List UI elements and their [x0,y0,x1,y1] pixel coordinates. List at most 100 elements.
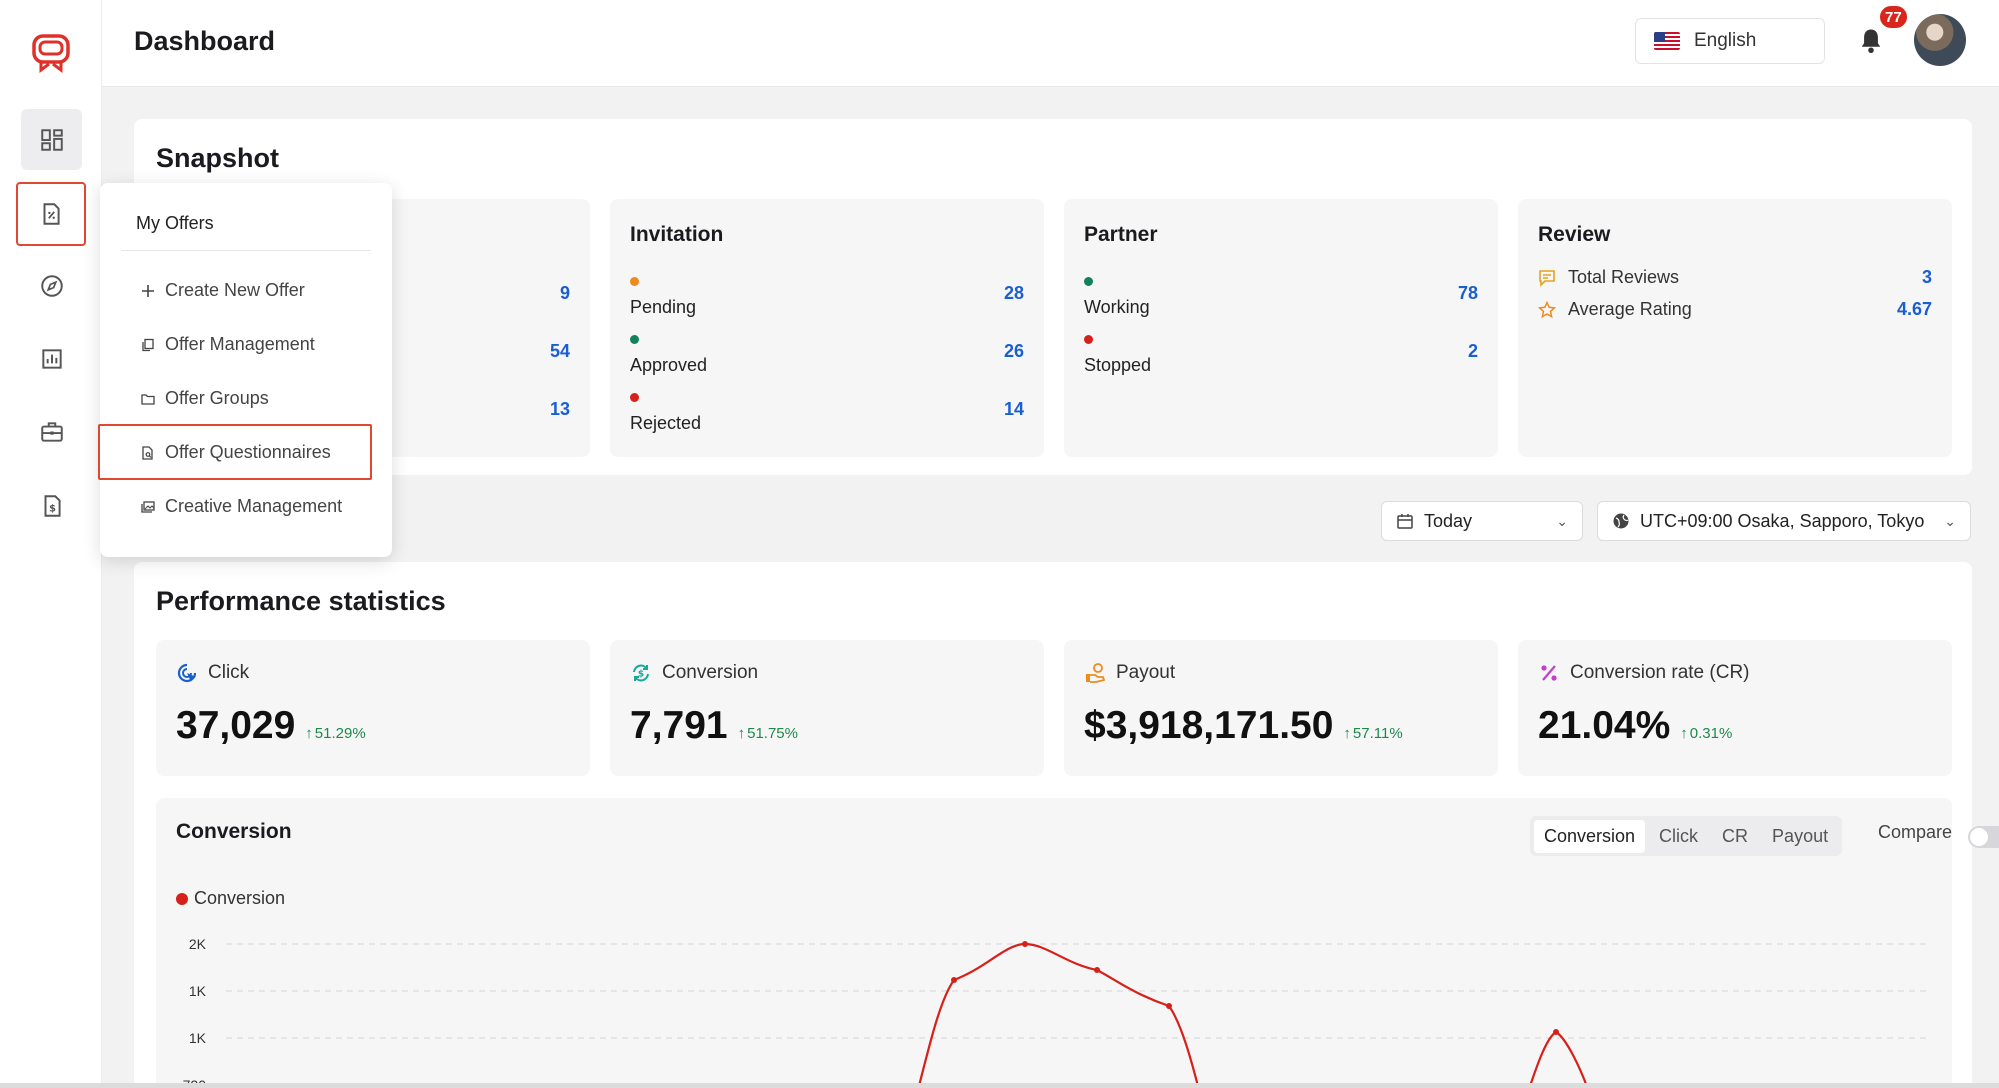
tab-conversion[interactable]: Conversion [1534,819,1646,853]
us-flag-icon [1654,32,1680,50]
menu-item-creative-management[interactable]: Creative Management [140,496,342,517]
menu-item-label: Offer Questionnaires [165,442,331,462]
chevron-down-icon: ⌄ [1944,512,1956,529]
notification-count-badge: 77 [1878,4,1909,30]
refresh-dollar-icon: $ [633,664,649,682]
average-rating-row: Average Rating [1538,299,1692,320]
hand-coin-icon [1086,663,1106,683]
nav-billing-button[interactable]: $ [21,475,82,536]
pending-dot-icon [630,277,639,286]
tab-click[interactable]: Click [1659,825,1699,846]
offers-dropdown-menu: My Offers Create New Offer Offer Managem… [98,183,392,557]
app-logo-icon[interactable] [29,30,73,74]
menu-header: My Offers [136,213,214,233]
language-selector[interactable]: English [1635,18,1825,64]
arrow-up-icon: ↑ [1343,725,1351,742]
stat-value: 37,029 [176,704,296,747]
stat-change: ↑ 51.75% [738,725,798,742]
invitation-rejected-value[interactable]: 14 [1003,399,1024,419]
invitation-pending-value[interactable]: 28 [1003,283,1024,303]
tab-payout[interactable]: Payout [1772,825,1829,846]
partner-title: Partner [1084,223,1158,246]
nav-explore-button[interactable] [21,255,82,316]
offer-count-value: 54 [549,341,570,361]
review-card: Review Total Reviews 3 Average Rating 4.… [1518,199,1952,457]
sidebar: $ [0,0,102,1088]
compass-icon [40,274,63,297]
data-point [1022,941,1028,947]
partner-working-value[interactable]: 78 [1457,283,1478,303]
invoice-dollar-icon: $ [44,494,61,517]
menu-item-offer-management[interactable]: Offer Management [140,334,315,355]
timezone-value: UTC+09:00 Osaka, Sapporo, Tokyo [1640,510,1925,531]
stat-value: 21.04% [1538,704,1671,747]
tab-cr[interactable]: CR [1722,825,1749,846]
total-reviews-row: Total Reviews [1538,267,1679,288]
partner-stopped-value[interactable]: 2 [1467,341,1478,361]
cursor-click-icon [177,663,197,683]
percent-icon [1541,665,1557,681]
total-reviews-value: 3 [1921,267,1932,287]
review-title: Review [1538,223,1611,246]
svg-text:$: $ [638,670,644,680]
menu-item-offer-groups[interactable]: Offer Groups [140,388,269,409]
stat-card-payout: Payout $3,918,171.50 ↑ 57.11% [1064,640,1498,776]
stat-change: ↑ 0.31% [1680,725,1732,742]
date-range-select[interactable]: Today ⌄ [1381,501,1583,541]
stat-change-value: 0.31% [1689,725,1733,742]
stat-label: Conversion [662,662,759,683]
invitation-approved-value[interactable]: 26 [1003,341,1024,361]
timezone-select[interactable]: UTC+09:00 Osaka, Sapporo, Tokyo ⌄ [1597,501,1971,541]
partner-card: Partner Working 78 Stopped 2 [1064,199,1498,457]
nav-reports-button[interactable] [21,328,82,389]
chart-title: Conversion [176,820,292,843]
grid-icon [40,128,63,151]
partner-stopped-label: Stopped [1084,355,1152,375]
stat-label: Payout [1116,662,1176,683]
stat-value: $3,918,171.50 [1084,704,1334,747]
menu-divider [121,250,371,251]
chart-legend[interactable]: Conversion [176,888,285,909]
snapshot-panel: Snapshot 9 54 13 Invitation Pending 28 A… [134,119,1972,475]
nav-dashboard-button[interactable] [21,109,82,170]
stat-change-value: 51.29% [314,725,366,742]
performance-title: Performance statistics [156,586,446,616]
plus-icon [140,283,155,299]
stat-change: ↑ 51.29% [305,725,365,742]
chart-metric-tabs: Conversion Click CR Payout [1530,816,1843,856]
star-icon [1538,300,1556,318]
compare-toggle[interactable] [1968,826,1999,848]
stat-label: Conversion rate (CR) [1570,662,1750,683]
file-search-icon [140,445,155,461]
working-dot-icon [1084,277,1093,286]
user-avatar[interactable] [1914,14,1966,66]
conversion-chart: 2K 1K 1K 720 [183,936,1926,1088]
invitation-title: Invitation [630,223,724,246]
partner-working-label: Working [1084,297,1150,317]
arrow-up-icon: ↑ [1680,725,1688,742]
chevron-down-icon: ⌄ [1556,512,1568,529]
menu-item-offer-questionnaires[interactable]: Offer Questionnaires [140,442,331,463]
approved-dot-icon [630,335,639,344]
stat-label: Click [208,662,250,683]
data-point [1094,967,1100,973]
menu-item-label: Offer Management [165,334,315,354]
notification-bell-icon[interactable] [1857,26,1885,56]
conversion-series-line [1528,1030,1589,1088]
stat-card-click: Click 37,029 ↑ 51.29% [156,640,590,776]
calendar-icon [1397,514,1413,529]
compare-label: Compare [1878,822,1953,842]
highlight-box [98,424,372,480]
menu-item-create-new-offer[interactable]: Create New Offer [140,280,305,301]
stat-card-conversion: $ Conversion 7,791 ↑ 51.75% [610,640,1044,776]
stat-value: 7,791 [630,704,728,747]
legend-label: Conversion [194,888,286,908]
date-range-value: Today [1424,510,1473,531]
conversion-series-line [917,942,1200,1088]
nav-offers-button[interactable] [16,182,86,246]
invitation-approved-label: Approved [630,355,708,375]
nav-tools-button[interactable] [21,401,82,462]
offer-document-icon [43,203,60,225]
stat-card-conversion-rate: Conversion rate (CR) 21.04% ↑ 0.31% [1518,640,1952,776]
gallery-icon [140,499,155,515]
